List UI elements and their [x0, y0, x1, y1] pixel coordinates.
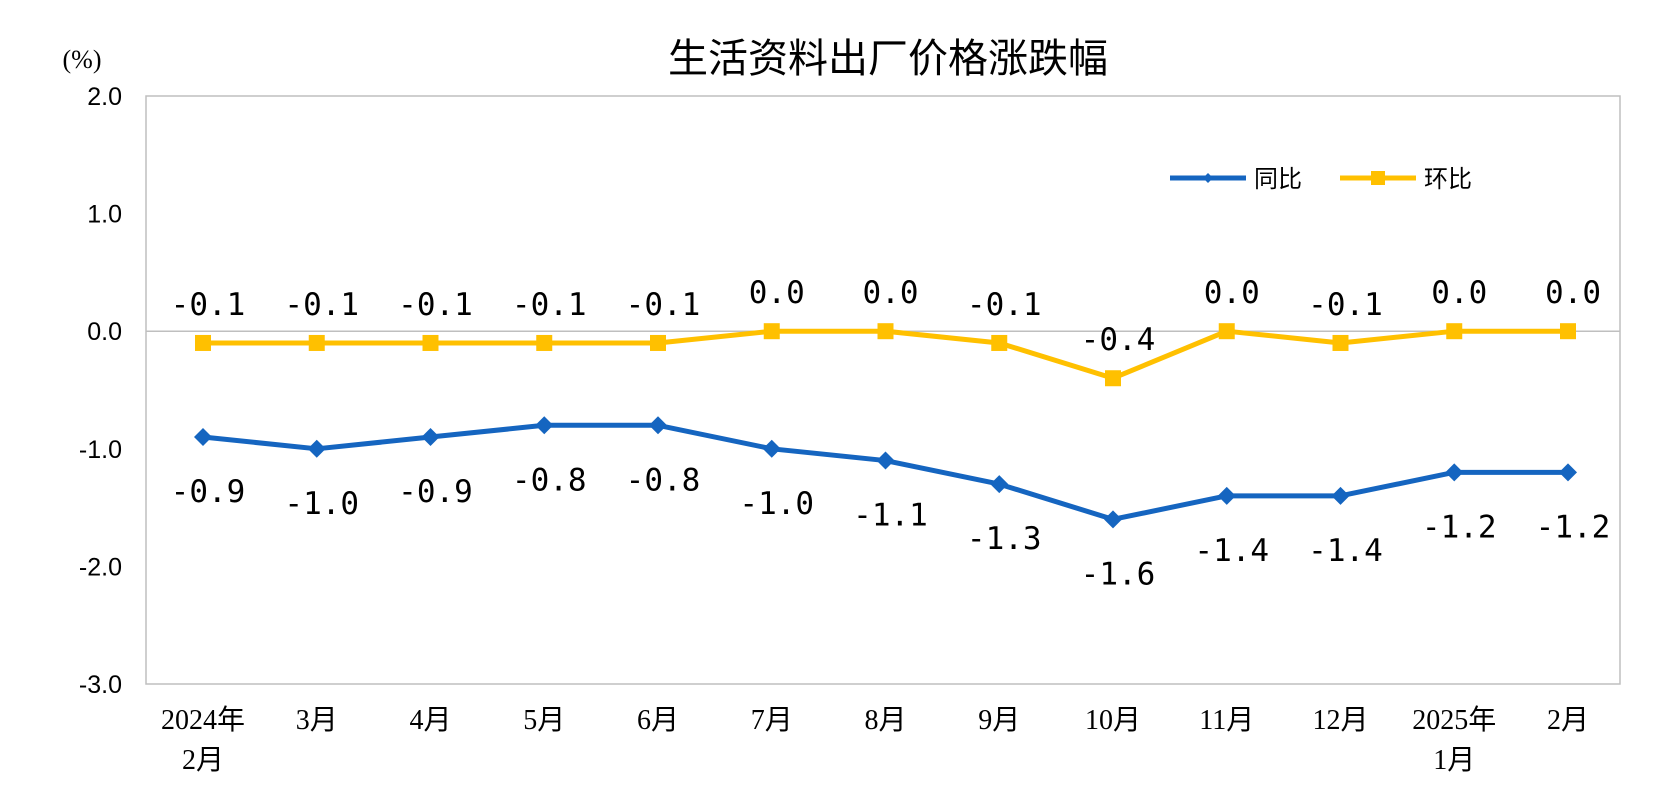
data-label: -0.1	[171, 287, 246, 323]
x-tick-label: 1月	[1433, 745, 1475, 776]
x-tick-label: 2月	[1547, 705, 1589, 736]
y-tick-label: -3.0	[79, 671, 122, 699]
legend-label: 同比	[1254, 165, 1302, 193]
data-label: -0.1	[967, 287, 1042, 323]
x-tick-label: 11月	[1199, 705, 1254, 736]
data-label: 0.0	[1431, 275, 1487, 311]
data-point	[535, 416, 554, 435]
data-label: -1.2	[1536, 509, 1611, 545]
data-label: -0.8	[626, 462, 701, 498]
data-label: -0.9	[171, 474, 246, 510]
x-tick-label: 3月	[296, 705, 338, 736]
data-label: -1.1	[853, 498, 928, 534]
data-point	[1446, 323, 1463, 340]
data-label: 0.0	[1545, 275, 1601, 311]
data-point	[536, 334, 553, 351]
y-tick-label: -2.0	[79, 553, 122, 581]
x-tick-label: 2025年	[1412, 704, 1496, 736]
data-label: -0.1	[626, 287, 701, 323]
data-label: 0.0	[749, 275, 805, 311]
x-tick-label: 7月	[751, 705, 793, 736]
x-tick-label: 10月	[1085, 705, 1141, 736]
data-label: -1.3	[967, 521, 1042, 557]
x-tick-label: 2月	[182, 745, 224, 776]
y-unit-label: (%)	[63, 45, 102, 74]
data-label: -0.9	[398, 474, 473, 510]
series-layer	[194, 323, 1577, 529]
legend-marker	[1203, 173, 1213, 183]
data-point	[877, 323, 894, 340]
data-point	[1105, 370, 1121, 387]
data-point	[422, 334, 439, 351]
data-point	[1218, 323, 1235, 340]
x-tick-label: 5月	[523, 705, 565, 736]
x-tick-label: 9月	[978, 705, 1020, 736]
data-point	[1332, 334, 1349, 351]
data-label: -0.8	[512, 462, 587, 498]
data-label: -1.0	[284, 486, 359, 522]
data-point	[421, 428, 440, 447]
data-label: 0.0	[1204, 275, 1260, 311]
data-label: -1.4	[1194, 533, 1269, 569]
data-labels: -0.9 -1.0 -0.9 -0.8 -0.8 -1.0 -1.1 -1.3 -1.6 -1.4…	[171, 275, 1611, 592]
x-tick-label: 2024年	[161, 704, 245, 736]
data-point	[650, 334, 666, 351]
data-point	[1445, 463, 1464, 482]
data-point	[1217, 486, 1236, 505]
data-label: -0.1	[512, 287, 587, 323]
x-tick-label: 6月	[637, 705, 679, 736]
data-label: -1.0	[739, 486, 814, 522]
data-point	[1331, 486, 1350, 505]
data-label: -0.1	[398, 287, 473, 323]
data-point	[649, 416, 667, 435]
data-point	[876, 451, 895, 470]
data-point	[1560, 323, 1576, 340]
data-point	[1559, 463, 1577, 482]
legend-marker	[1371, 171, 1385, 185]
chart-title: 生活资料出厂价格涨跌幅	[668, 36, 1108, 82]
x-tick-label: 12月	[1312, 705, 1368, 736]
data-label: -0.1	[284, 287, 359, 323]
y-tick-label: 1.0	[87, 201, 122, 229]
x-tick-label: 4月	[409, 705, 451, 736]
data-point	[1104, 510, 1122, 529]
y-tick-label: 0.0	[87, 318, 122, 346]
data-label: -1.6	[1081, 556, 1156, 592]
legend: 同比 环比	[1170, 165, 1472, 193]
plot-area	[145, 95, 1621, 685]
data-point	[991, 334, 1008, 351]
data-point	[308, 334, 325, 351]
data-label: -1.4	[1308, 533, 1383, 569]
data-label: 0.0	[863, 275, 919, 311]
data-point	[763, 323, 780, 340]
x-tick-label: 8月	[864, 705, 906, 736]
data-label: -0.4	[1081, 322, 1156, 358]
axes: 2.0 1.0 0.0 -1.0 -2.0 -3.0 2024年 2月 3月 4月 5月 6月 7月 8月…	[79, 83, 1620, 776]
data-label: -0.1	[1308, 287, 1383, 323]
data-point	[990, 475, 1009, 494]
data-point	[762, 439, 781, 458]
y-tick-label: -1.0	[79, 436, 122, 464]
legend-label: 环比	[1424, 165, 1472, 193]
data-point	[307, 439, 326, 458]
data-label: -1.2	[1422, 509, 1497, 545]
data-point	[194, 428, 212, 447]
y-tick-label: 2.0	[87, 83, 122, 111]
data-point	[195, 334, 211, 351]
